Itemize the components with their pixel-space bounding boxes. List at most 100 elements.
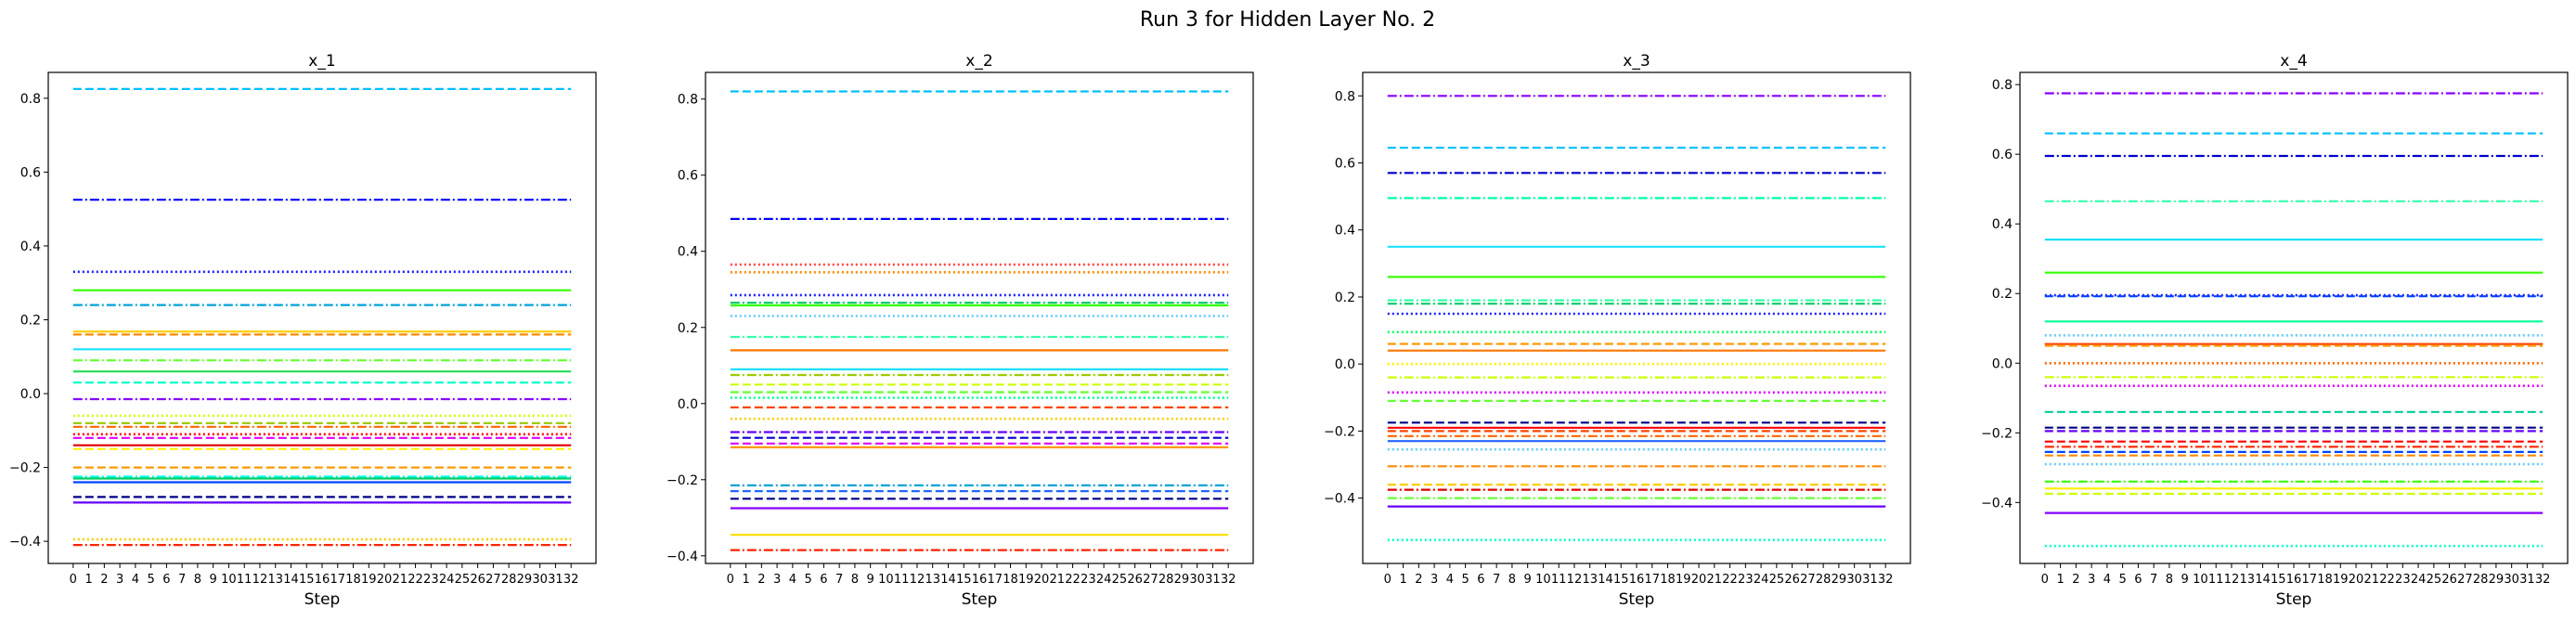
x-tick-label: 29 <box>1174 573 1190 587</box>
x-tick-label: 28 <box>2473 573 2489 587</box>
y-tick-label: 0.8 <box>678 93 698 108</box>
subplots: x_1−0.4−0.20.00.20.40.60.80 1 2 3 4 5 6 7 8 9 10 11… <box>9 52 2569 609</box>
x-tick-label: 18 <box>1660 573 1676 587</box>
x-tick-label: 30 <box>1846 573 1862 587</box>
x-tick-label: 5 <box>147 573 154 587</box>
y-tick-label: −0.4 <box>667 550 698 564</box>
x-tick-label: 24 <box>1096 573 1112 587</box>
y-tick-label: 0.4 <box>678 245 698 260</box>
x-tick-label: 3 <box>773 573 781 587</box>
x-tick-label: 4 <box>2104 573 2111 587</box>
y-tick-label: 0.4 <box>1992 217 2013 232</box>
x-tick-label: 11 <box>1551 573 1567 587</box>
x-tick-label: 23 <box>1738 573 1754 587</box>
x-tick-label: 22 <box>408 573 423 587</box>
x-tick-label: 18 <box>345 573 361 587</box>
y-tick-label: −0.4 <box>1981 496 2013 511</box>
x-tick-label: 32 <box>1878 573 1894 587</box>
x-tick-label: 12 <box>252 573 268 587</box>
plot-area <box>48 72 596 563</box>
x-tick-label: 31 <box>1862 573 1878 587</box>
y-tick-label: 0.2 <box>1992 287 2013 302</box>
x-tick-label: 1 <box>84 573 92 587</box>
x-tick-label: 5 <box>2118 573 2126 587</box>
x-axis-label: Step <box>962 590 998 609</box>
x-tick-label: 30 <box>2504 573 2519 587</box>
x-tick-label: 24 <box>439 573 455 587</box>
y-tick-label: −0.2 <box>9 461 41 476</box>
y-tick-label: −0.4 <box>9 535 41 550</box>
y-tick-label: 0.2 <box>678 321 698 336</box>
x-tick-label: 14 <box>283 573 299 587</box>
x-tick-label: 2 <box>2072 573 2079 587</box>
x-tick-label: 2 <box>1415 573 1422 587</box>
x-tick-label: 17 <box>987 573 1003 587</box>
x-tick-label: 15 <box>956 573 972 587</box>
x-tick-label: 16 <box>2286 573 2302 587</box>
x-tick-label: 3 <box>116 573 123 587</box>
x-tick-label: 32 <box>2535 573 2551 587</box>
x-tick-label: 12 <box>910 573 926 587</box>
x-tick-label: 13 <box>2239 573 2255 587</box>
x-tick-label: 20 <box>1034 573 1050 587</box>
x-tick-label: 28 <box>501 573 517 587</box>
x-tick-label: 0 <box>70 573 77 587</box>
x-tick-label: 0 <box>1384 573 1392 587</box>
x-axis-label: Step <box>304 590 341 609</box>
x-tick-label: 8 <box>2166 573 2173 587</box>
y-tick-label: −0.4 <box>1324 492 1355 507</box>
x-tick-label: 3 <box>1430 573 1438 587</box>
x-tick-label: 27 <box>485 573 501 587</box>
x-tick-label: 6 <box>2134 573 2142 587</box>
x-tick-label: 4 <box>1446 573 1454 587</box>
x-tick-label: 12 <box>2224 573 2240 587</box>
x-tick-label: 15 <box>1613 573 1629 587</box>
x-tick-label: 28 <box>1816 573 1832 587</box>
x-tick-label: 19 <box>1676 573 1691 587</box>
x-tick-label: 14 <box>1598 573 1613 587</box>
subplot-title: x_1 <box>308 52 335 71</box>
x-tick-label: 29 <box>2489 573 2505 587</box>
x-tick-label: 11 <box>2208 573 2224 587</box>
y-tick-label: 0.8 <box>1992 78 2013 93</box>
plot-area <box>705 72 1253 563</box>
x-tick-label: 16 <box>315 573 330 587</box>
x-tick-label: 25 <box>455 573 471 587</box>
subplot-title: x_3 <box>1623 52 1650 71</box>
x-tick-label: 13 <box>267 573 283 587</box>
x-tick-label: 16 <box>1629 573 1645 587</box>
x-tick-label: 25 <box>1112 573 1128 587</box>
y-tick-label: 0.0 <box>1335 357 1355 372</box>
y-tick-label: 0.0 <box>20 387 41 402</box>
x-tick-label: 27 <box>1143 573 1159 587</box>
x-tick-label: 8 <box>1508 573 1516 587</box>
y-tick-label: 0.6 <box>20 165 41 180</box>
x-tick-label: 20 <box>1691 573 1707 587</box>
subplot-2: x_2−0.4−0.20.00.20.40.60.80 1 2 3 4 5 6 7 8 9 10 11… <box>667 52 1254 609</box>
x-tick-label: 25 <box>2427 573 2442 587</box>
x-tick-label: 0 <box>727 573 734 587</box>
x-tick-label: 17 <box>330 573 345 587</box>
y-tick-label: 0.6 <box>1335 156 1355 171</box>
x-tick-label: 17 <box>2301 573 2317 587</box>
subplot-3: x_3−0.4−0.20.00.20.40.60.80 1 2 3 4 5 6 7 8 9 10 11… <box>1324 52 1911 609</box>
x-tick-label: 24 <box>2411 573 2427 587</box>
subplot-4: x_4−0.4−0.20.00.20.40.60.80 1 2 3 4 5 6 7 8 9 10 11… <box>1981 52 2569 609</box>
x-tick-label: 22 <box>1722 573 1738 587</box>
subplot-1: x_1−0.4−0.20.00.20.40.60.80 1 2 3 4 5 6 7 8 9 10 11… <box>9 52 597 609</box>
x-tick-label: 22 <box>2379 573 2395 587</box>
x-tick-label: 0 <box>2041 573 2049 587</box>
x-tick-label: 4 <box>789 573 796 587</box>
x-tick-label: 1 <box>742 573 749 587</box>
x-tick-label: 31 <box>548 573 563 587</box>
x-tick-label: 6 <box>1477 573 1484 587</box>
x-tick-label: 23 <box>2395 573 2411 587</box>
x-tick-label: 11 <box>237 573 252 587</box>
x-tick-label: 19 <box>1018 573 1034 587</box>
x-tick-label: 29 <box>1832 573 1847 587</box>
x-tick-label: 2 <box>100 573 108 587</box>
figure-suptitle: Run 3 for Hidden Layer No. 2 <box>1140 8 1435 32</box>
x-tick-label: 17 <box>1644 573 1660 587</box>
x-tick-label: 11 <box>894 573 910 587</box>
x-tick-label: 21 <box>393 573 408 587</box>
